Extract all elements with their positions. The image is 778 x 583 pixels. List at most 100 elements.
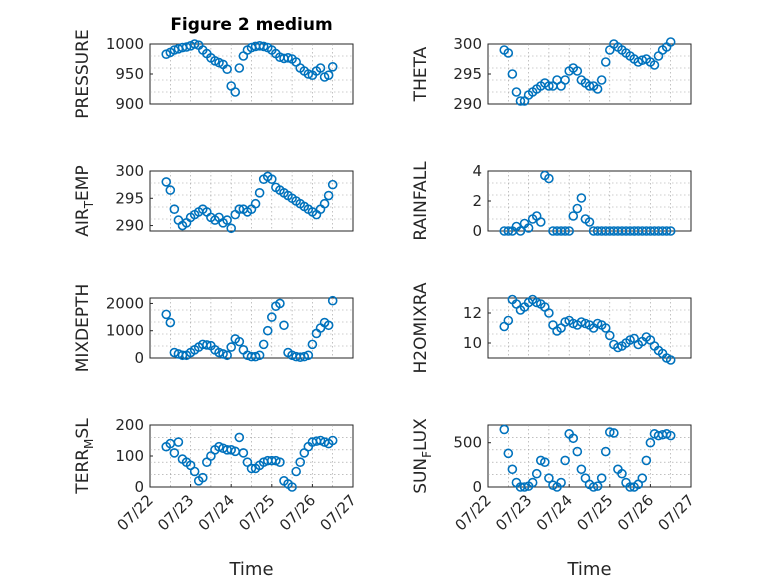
- data-point: [588, 482, 599, 492]
- y-tick-label: 0: [134, 478, 144, 496]
- data-point: [323, 190, 334, 201]
- data-point: [254, 188, 265, 198]
- data-point: [499, 424, 510, 435]
- data-point: [327, 435, 338, 446]
- data-point: [572, 66, 583, 76]
- y-tick-label: 100: [115, 447, 144, 465]
- x-tick-label: 07/22: [114, 491, 157, 534]
- subplot-sun: 0 500 SUNFLUX 07/2207/2307/2407/2507/2607/2…: [411, 418, 698, 580]
- data-point: [592, 84, 603, 94]
- data-point: [234, 204, 245, 214]
- y-tick-label: 290: [115, 217, 144, 235]
- data-point: [323, 320, 334, 331]
- data-point: [226, 223, 236, 234]
- y-tick-label: 0: [472, 478, 482, 496]
- data-point: [507, 464, 518, 475]
- data-point: [287, 482, 297, 492]
- data-point: [214, 347, 224, 358]
- data-point: [515, 226, 526, 236]
- x-tick-label: 07/24: [533, 491, 576, 534]
- data-point: [327, 295, 338, 306]
- data-point: [169, 347, 180, 358]
- data-point: [511, 87, 522, 97]
- data-point: [519, 482, 530, 492]
- data-point: [165, 317, 176, 328]
- data-point: [584, 81, 595, 91]
- data-point: [625, 482, 635, 492]
- data-point: [234, 336, 245, 347]
- data-point: [327, 62, 338, 72]
- data-point: [665, 355, 676, 365]
- subplot-rainfall: 0 2 4 RAINFALL: [411, 161, 692, 241]
- data-point: [665, 37, 676, 47]
- data-point: [202, 340, 212, 350]
- data-point: [665, 226, 676, 236]
- data-point: [234, 63, 245, 73]
- y-axis-label: RAINFALL: [411, 161, 431, 241]
- data-point: [177, 350, 188, 361]
- data-point: [649, 60, 660, 70]
- data-point: [576, 193, 587, 203]
- data-point: [275, 298, 285, 309]
- subplot-terr: 0 100 200 TERRMSL 07/2207/2307/2407/2507/260…: [73, 416, 360, 580]
- data-point: [323, 70, 334, 80]
- plot-area: [487, 43, 692, 105]
- x-axis-label: Time: [566, 559, 611, 580]
- data-point: [226, 342, 236, 352]
- subplot-theta: 290 295 300 THETA: [411, 35, 692, 113]
- x-tick-label: 07/27: [655, 491, 698, 534]
- y-tick-label: 1000: [106, 322, 144, 340]
- data-point: [503, 448, 514, 459]
- x-axis-label: Time: [228, 559, 273, 580]
- x-tick-label: 07/26: [276, 491, 319, 534]
- x-tick-label: 07/22: [452, 491, 495, 534]
- data-point: [279, 320, 289, 331]
- data-point: [527, 477, 538, 488]
- data-point: [266, 312, 277, 322]
- data-point: [165, 185, 176, 195]
- data-point: [523, 223, 534, 233]
- data-point: [576, 464, 587, 475]
- y-tick-label: 950: [115, 65, 144, 83]
- y-axis-label: AIRTEMP: [73, 165, 96, 236]
- plot-area: [149, 297, 354, 359]
- data-point: [295, 457, 306, 468]
- data-point: [544, 308, 554, 318]
- data-point: [544, 173, 554, 184]
- data-point: [222, 350, 232, 361]
- y-tick-label: 0: [134, 349, 144, 367]
- y-tick-label: 10: [463, 334, 482, 352]
- data-point: [250, 198, 261, 209]
- subplot-pressure: 900 950 1000 PRESSURE Figure 2 medium: [73, 15, 354, 119]
- x-tick-label: 07/23: [154, 491, 197, 534]
- data-point: [299, 351, 310, 362]
- data-point: [560, 455, 570, 466]
- data-point: [503, 315, 514, 326]
- data-point: [641, 455, 652, 466]
- data-point: [161, 177, 172, 187]
- data-point: [169, 204, 180, 214]
- y-tick-label: 500: [453, 434, 482, 452]
- y-tick-label: 1000: [106, 35, 144, 53]
- x-tick-label: 07/25: [235, 491, 278, 534]
- data-point: [560, 226, 570, 236]
- data-point: [600, 323, 611, 333]
- y-tick-label: 290: [453, 95, 482, 113]
- data-point: [254, 350, 265, 361]
- y-tick-label: 0: [472, 222, 482, 240]
- data-point: [181, 42, 192, 52]
- data-point: [507, 69, 518, 79]
- data-point: [535, 217, 546, 227]
- data-point: [173, 437, 184, 447]
- data-point: [531, 468, 542, 479]
- data-point: [303, 69, 314, 79]
- y-tick-label: 300: [453, 35, 482, 53]
- data-point: [645, 437, 656, 448]
- data-point: [291, 466, 301, 477]
- y-tick-label: 900: [115, 95, 144, 113]
- data-point: [230, 87, 241, 97]
- subplot-mixdepth: 0 1000 2000 MIXDEPTH: [73, 284, 354, 372]
- data-point: [258, 339, 269, 350]
- data-point: [161, 309, 172, 320]
